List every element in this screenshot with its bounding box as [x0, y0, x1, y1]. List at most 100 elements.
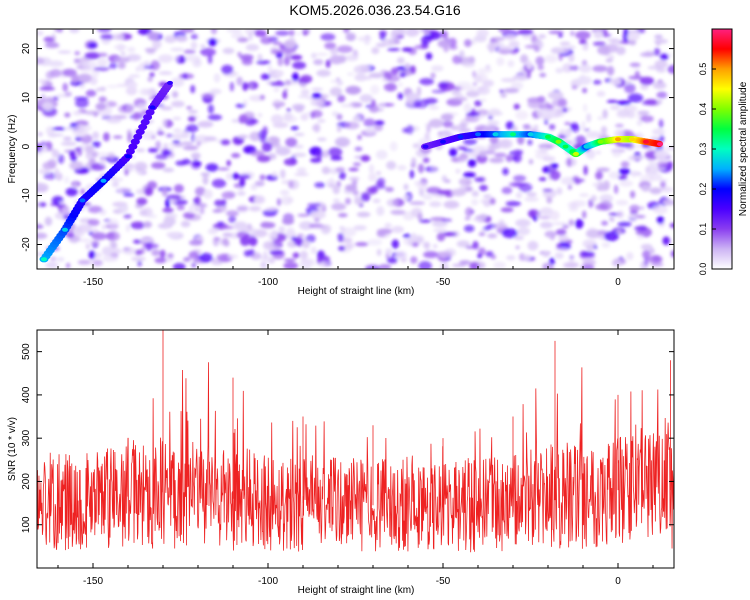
spectrogram-noise-blob — [296, 32, 301, 36]
spectrogram-noise-blob — [618, 168, 631, 175]
spectrogram-noise-blob — [81, 60, 97, 69]
spectrogram-noise-blob — [248, 31, 253, 41]
spectrogram-noise-blob — [208, 38, 218, 47]
spectrogram-noise-blob — [260, 261, 268, 269]
spectrogram-noise-blob — [557, 97, 568, 108]
spectrogram-noise-blob — [355, 66, 371, 70]
spectrogram-noise-blob — [45, 70, 55, 80]
spectrogram-noise-blob — [352, 116, 361, 122]
spectrogram-noise-blob — [41, 81, 47, 86]
spectrogram-noise-blob — [117, 43, 125, 52]
spectrogram-noise-blob — [207, 54, 213, 65]
spectrogram-noise-blob — [225, 210, 239, 217]
spectrogram-noise-blob — [575, 135, 587, 145]
spectrogram-noise-blob — [85, 145, 94, 154]
spectrogram-noise-blob — [515, 110, 529, 120]
spectrogram-noise-blob — [345, 54, 359, 62]
spectrogram-noise-blob — [579, 64, 592, 73]
spectrogram-noise-blob — [582, 87, 588, 94]
spectrogram-noise-blob — [619, 180, 634, 187]
spectrogram-noise-blob — [599, 200, 613, 211]
spectrogram-noise-blob — [183, 257, 191, 260]
spectrogram-noise-blob — [327, 183, 336, 188]
spectrogram-noise-blob — [474, 75, 483, 83]
spectrogram-noise-blob — [569, 65, 580, 71]
spectrogram-noise-blob — [270, 81, 286, 87]
spectrogram-noise-blob — [256, 155, 271, 163]
spectrogram-noise-blob — [476, 85, 491, 95]
spectrogram-noise-blob — [163, 143, 168, 149]
spectrogram-noise-blob — [314, 182, 326, 188]
spectrogram-noise-blob — [190, 33, 198, 40]
spectrogram-noise-blob — [515, 192, 523, 199]
spectrogram-noise-blob — [98, 96, 107, 103]
spectrogram-noise-blob — [369, 103, 379, 114]
spectrogram-noise-blob — [371, 184, 387, 190]
spectrogram-noise-blob — [581, 120, 586, 131]
spectrogram-noise-blob — [236, 76, 243, 86]
spectrogram-noise-blob — [457, 158, 467, 163]
spectrogram-noise-blob — [586, 113, 592, 123]
spectrogram-noise-blob — [520, 54, 529, 64]
spectrogram-noise-blob — [288, 29, 295, 37]
spectrogram-noise-blob — [412, 143, 420, 149]
spectrogram-noise-blob — [172, 116, 182, 121]
spectrogram-noise-blob — [91, 232, 108, 241]
spectrogram-noise-blob — [496, 57, 505, 66]
spectrogram-noise-blob — [97, 58, 108, 67]
spectrogram-noise-blob — [424, 31, 431, 36]
spectrogram-noise-blob — [535, 56, 545, 66]
spectrogram-noise-blob — [667, 64, 674, 74]
spectrogram-noise-blob — [100, 34, 115, 40]
spectrogram-noise-blob — [558, 234, 569, 242]
spectrogram-noise-blob — [292, 152, 307, 158]
spectrogram-noise-blob — [248, 236, 258, 247]
spectrogram-noise-blob — [570, 30, 575, 37]
spectrogram-noise-blob — [423, 35, 435, 39]
spectrogram-noise-blob — [143, 243, 159, 250]
spectrogram-noise-blob — [259, 134, 267, 143]
spectrogram-noise-blob — [404, 62, 411, 71]
spectrogram-noise-blob — [555, 67, 564, 74]
spectrogram-noise-blob — [147, 76, 153, 82]
spectrogram-noise-blob — [423, 241, 431, 249]
spectrogram-noise-blob — [184, 128, 193, 132]
spectrogram-noise-blob — [440, 113, 454, 121]
spectrogram-noise-blob — [430, 72, 436, 79]
spectrogram-noise-blob — [118, 104, 133, 114]
spectrogram-noise-blob — [417, 212, 423, 221]
spectrogram-noise-blob — [356, 211, 371, 218]
spectrogram-noise-blob — [237, 134, 249, 139]
spectrogram-noise-blob — [640, 115, 654, 123]
spectrogram-noise-blob — [296, 167, 307, 174]
spectrogram-noise-blob — [207, 104, 214, 114]
spectrogram-noise-blob — [330, 47, 338, 56]
spectrogram-noise-blob — [166, 231, 181, 238]
spectrogram-noise-blob — [226, 160, 231, 167]
spectrogram-noise-blob — [182, 73, 188, 80]
spectrogram-noise-blob — [412, 242, 419, 248]
spectrogram-noise-blob — [250, 150, 265, 157]
spectrogram-noise-blob — [311, 87, 323, 92]
spectrogram-noise-blob — [139, 238, 155, 242]
spectrogram-noise-blob — [615, 199, 629, 206]
spectrogram-noise-blob — [142, 89, 158, 95]
spectrogram-noise-blob — [136, 103, 148, 111]
spectrogram-noise-blob — [160, 106, 173, 111]
spectrogram-noise-blob — [267, 64, 273, 73]
spectrogram-noise-blob — [137, 260, 143, 267]
spectrogram-noise-blob — [271, 230, 278, 240]
spectrogram-noise-blob — [396, 57, 405, 64]
spectrogram-noise-blob — [471, 198, 479, 206]
spectrogram-noise-blob — [187, 116, 196, 122]
spectrogram-ridge-point — [562, 144, 569, 149]
spectrogram-noise-blob — [586, 244, 595, 252]
spectrogram-noise-blob — [173, 128, 182, 133]
spectrogram-noise-blob — [161, 149, 172, 156]
spectrogram-noise-blob — [352, 162, 362, 167]
spectrogram-noise-blob — [545, 232, 555, 238]
spectrogram-noise-blob — [452, 263, 467, 268]
spectrogram-noise-blob — [519, 253, 526, 261]
spectrogram-ridge-mark — [145, 109, 155, 116]
spectrogram-noise-blob — [304, 261, 317, 266]
